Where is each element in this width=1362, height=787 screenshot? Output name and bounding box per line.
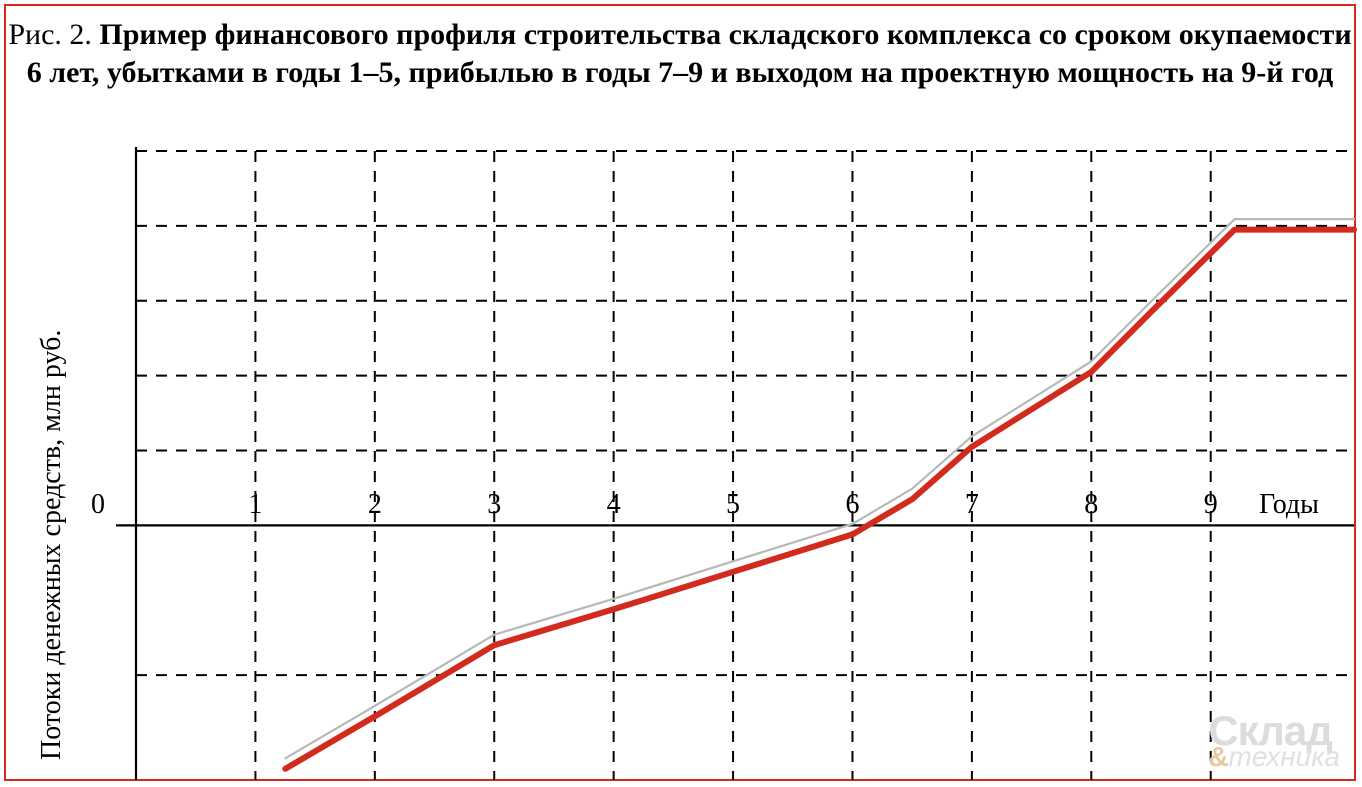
x-axis-label: Годы [1259,489,1319,521]
x-tick-label: 3 [474,489,514,521]
x-tick-label: 4 [594,489,634,521]
y-axis-label: Потоки денежных средств, млн руб. [36,330,68,760]
x-tick-label: 1 [235,489,275,521]
cashflow-chart [6,6,1358,783]
x-tick-label: 6 [832,489,872,521]
x-tick-label: 7 [952,489,992,521]
figure-frame: Рис. 2. Пример финансового профиля строи… [4,4,1356,781]
x-tick-label: 2 [355,489,395,521]
x-tick-label: 9 [1191,489,1231,521]
axis-zero-label: 0 [78,489,118,521]
x-tick-label: 5 [713,489,753,521]
x-tick-label: 8 [1071,489,1111,521]
